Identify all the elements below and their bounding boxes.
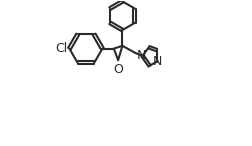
Text: N: N [137, 49, 146, 62]
Text: Cl: Cl [55, 42, 67, 55]
Text: N: N [153, 55, 162, 68]
Text: O: O [113, 63, 123, 76]
